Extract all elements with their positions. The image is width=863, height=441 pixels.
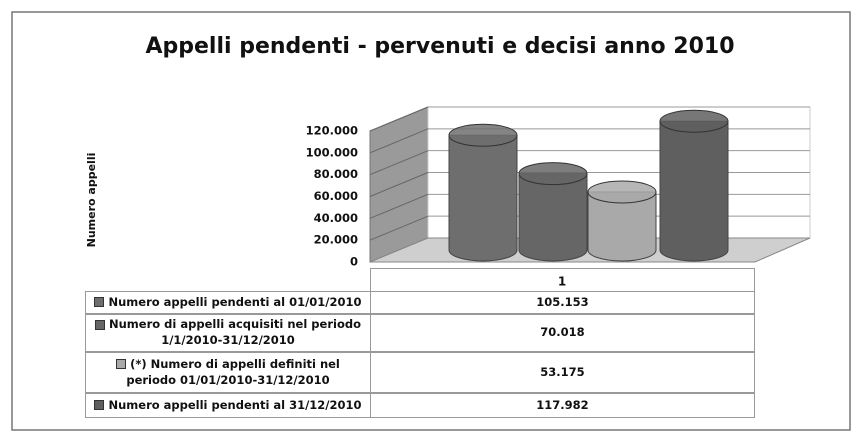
cylinder-top [659, 109, 729, 133]
value-label: 117.982 [536, 397, 589, 412]
cylinder-top [448, 123, 518, 147]
value-label: 53.175 [540, 364, 585, 379]
legend-swatch [116, 359, 127, 370]
legend-label: Numero appelli pendenti al 31/12/2010 [108, 397, 362, 412]
legend-label: Numero di appelli acquisiti nel periodo … [109, 317, 361, 347]
legend-entry: Numero appelli pendenti al 31/12/2010 [94, 397, 362, 414]
y-tick-label: 80.000 [314, 167, 358, 181]
cylinder-body [518, 173, 588, 262]
grid-line [369, 150, 429, 176]
y-tick-label: 60.000 [314, 189, 358, 203]
cylinder-body [587, 191, 657, 262]
cylinder-top [518, 162, 588, 186]
value-cell: 53.175 [370, 352, 755, 393]
legend-cell: Numero di appelli acquisiti nel periodo … [85, 314, 371, 352]
legend-entry: Numero appelli pendenti al 01/01/2010 [94, 294, 362, 311]
grid-line [369, 172, 429, 197]
grid-line [369, 193, 429, 219]
x-tick-label: 1 [558, 275, 566, 289]
cylinder-top [587, 180, 657, 204]
cylinder-body [659, 120, 729, 262]
chart-title: Appelli pendenti - pervenuti e decisi an… [145, 34, 734, 59]
legend-cell: (*) Numero di appelli definiti nel perio… [85, 352, 371, 393]
value-cell: 70.018 [370, 314, 755, 352]
y-tick-label: 40.000 [314, 211, 358, 225]
value-label: 70.018 [540, 325, 585, 340]
table-header [370, 268, 755, 291]
cylinder-body [448, 134, 518, 262]
legend-swatch [94, 400, 105, 411]
grid-line [369, 128, 429, 154]
y-axis-label: Numero appelli [85, 153, 98, 248]
y-tick-label: 120.000 [306, 124, 358, 138]
y-tick-label: 100.000 [306, 145, 358, 159]
value-label: 105.153 [536, 294, 589, 309]
legend-cell: Numero appelli pendenti al 31/12/2010 [85, 393, 371, 418]
y-tick-label: 20.000 [314, 233, 358, 247]
legend-entry: (*) Numero di appelli definiti nel perio… [92, 357, 364, 388]
legend-label: Numero appelli pendenti al 01/01/2010 [108, 294, 362, 309]
legend-swatch [94, 297, 105, 308]
y-tick-label: 0 [350, 255, 358, 269]
grid-line [369, 215, 429, 241]
legend-cell: Numero appelli pendenti al 01/01/2010 [85, 291, 371, 314]
grid-line [369, 106, 429, 132]
value-cell: 117.982 [370, 393, 755, 418]
legend-label: (*) Numero di appelli definiti nel perio… [126, 356, 340, 387]
legend-swatch [95, 319, 105, 330]
value-cell: 105.153 [370, 291, 755, 314]
legend-entry: Numero di appelli acquisiti nel periodo … [92, 317, 364, 348]
